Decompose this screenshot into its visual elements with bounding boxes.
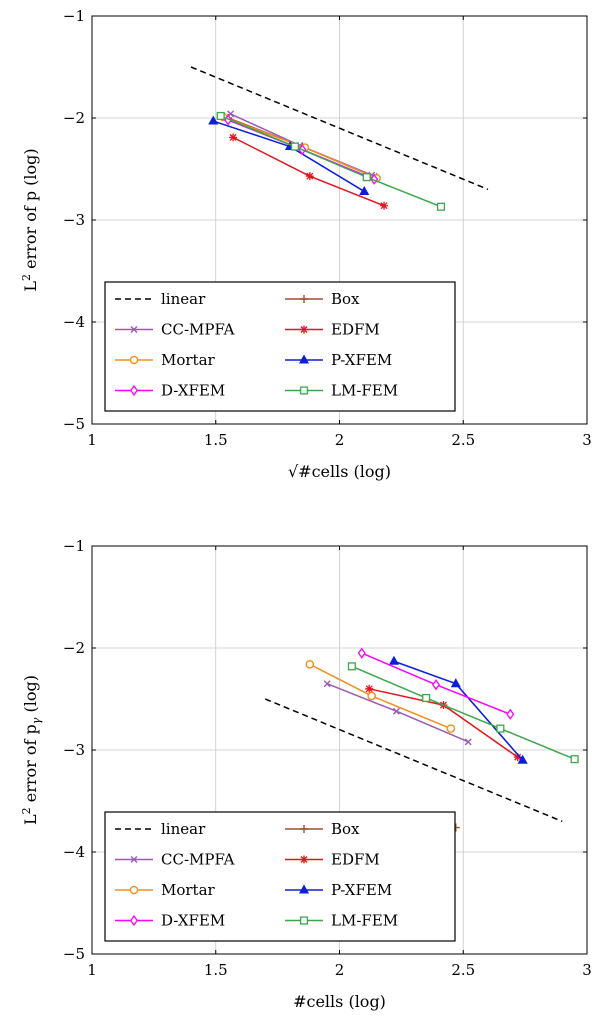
data-point-mortar [306, 661, 313, 668]
data-point-cc-mpfa [393, 708, 399, 714]
legend-label: LM-FEM [331, 382, 398, 400]
data-point-d-xfem [507, 710, 513, 719]
data-point-edfm [229, 133, 237, 141]
legend-marker [301, 387, 308, 394]
legend-label: CC-MPFA [161, 321, 235, 339]
x-tick-label: 1.5 [204, 961, 228, 979]
data-point-d-xfem [359, 649, 365, 658]
data-point-lm-fem [217, 113, 224, 120]
chart-pgamma-error: 1 1.5 2 2.5 3 −5 −4 −3 −2 −1 #cells (log) L2 error … [20, 537, 592, 1011]
legend-marker [300, 856, 308, 864]
chart-p-error: 1 1.5 2 2.5 3 −5 −4 −3 −2 −1 √#cells (log) L2 error… [20, 7, 592, 481]
legend-label: EDFM [331, 851, 380, 869]
legend-marker [301, 917, 308, 924]
legend-label: LM-FEM [331, 912, 398, 930]
legend-label: D-XFEM [161, 382, 225, 400]
y-tick-label: −5 [63, 415, 85, 433]
y-tick-label: −2 [63, 639, 85, 657]
x-tick-label: 2 [335, 431, 345, 449]
data-point-p-xfem [390, 657, 398, 665]
data-point-edfm [306, 172, 314, 180]
x-tick-label: 1 [87, 961, 97, 979]
y-tick-label: −3 [63, 741, 85, 759]
legend-label: linear [161, 820, 206, 838]
legend-label: linear [161, 290, 206, 308]
data-point-edfm [365, 685, 373, 693]
legend-label: Mortar [161, 351, 216, 369]
y-axis-label: L2 error of p (log) [20, 148, 40, 291]
data-point-mortar [368, 692, 375, 699]
series-d-xfem [359, 649, 514, 719]
data-point-mortar [447, 725, 454, 732]
legend-label: D-XFEM [161, 912, 225, 930]
legend: linear Box CC-MPFA EDFM Mortar P-XFEM D-XFEM LM… [105, 812, 455, 941]
x-tick-label: 2 [335, 961, 345, 979]
y-tick-label: −3 [63, 211, 85, 229]
data-point-p-xfem [360, 187, 368, 195]
x-tick-label: 2.5 [451, 961, 475, 979]
x-tick-label: 2.5 [451, 431, 475, 449]
y-axis-label: L2 error of pγ (log) [20, 675, 43, 825]
x-tick-label: 1 [87, 431, 97, 449]
data-point-lm-fem [423, 695, 430, 702]
y-tick-label: −1 [63, 7, 85, 25]
legend: linear Box CC-MPFA EDFM Mortar P-XFEM D-XFEM LM… [105, 282, 455, 411]
legend-marker [130, 356, 137, 363]
series-line-lm-fem [221, 116, 441, 207]
legend-marker [130, 886, 137, 893]
legend-label: P-XFEM [331, 881, 392, 899]
legend-label: Box [331, 820, 360, 838]
y-tick-label: −4 [63, 843, 85, 861]
series-line-edfm [369, 689, 518, 757]
y-tick-label: −1 [63, 537, 85, 555]
series-line-p-xfem [213, 121, 364, 191]
legend-label: Box [331, 290, 360, 308]
legend-label: CC-MPFA [161, 851, 235, 869]
series-p-xfem [390, 657, 527, 763]
legend-label: P-XFEM [331, 351, 392, 369]
y-tick-label: −5 [63, 945, 85, 963]
legend-label: Mortar [161, 881, 216, 899]
data-point-lm-fem [292, 143, 299, 150]
data-point-lm-fem [438, 203, 445, 210]
y-tick-label: −4 [63, 313, 85, 331]
series-p-xfem [209, 117, 368, 195]
data-point-lm-fem [363, 174, 370, 181]
y-tick-label: −2 [63, 109, 85, 127]
data-point-edfm [380, 202, 388, 210]
data-point-lm-fem [571, 756, 578, 763]
x-tick-label: 3 [582, 431, 592, 449]
x-tick-label: 1.5 [204, 431, 228, 449]
x-tick-label: 3 [582, 961, 592, 979]
legend-box [105, 812, 455, 941]
data-point-cc-mpfa [324, 681, 330, 687]
legend-box [105, 282, 455, 411]
data-point-lm-fem [348, 663, 355, 670]
data-point-lm-fem [497, 725, 504, 732]
x-axis-label: #cells (log) [293, 992, 386, 1011]
legend-marker [300, 326, 308, 334]
x-axis-label: √#cells (log) [288, 462, 391, 481]
legend-label: EDFM [331, 321, 380, 339]
data-point-cc-mpfa [465, 739, 471, 745]
series-mortar [306, 661, 454, 732]
data-point-d-xfem [433, 680, 439, 689]
